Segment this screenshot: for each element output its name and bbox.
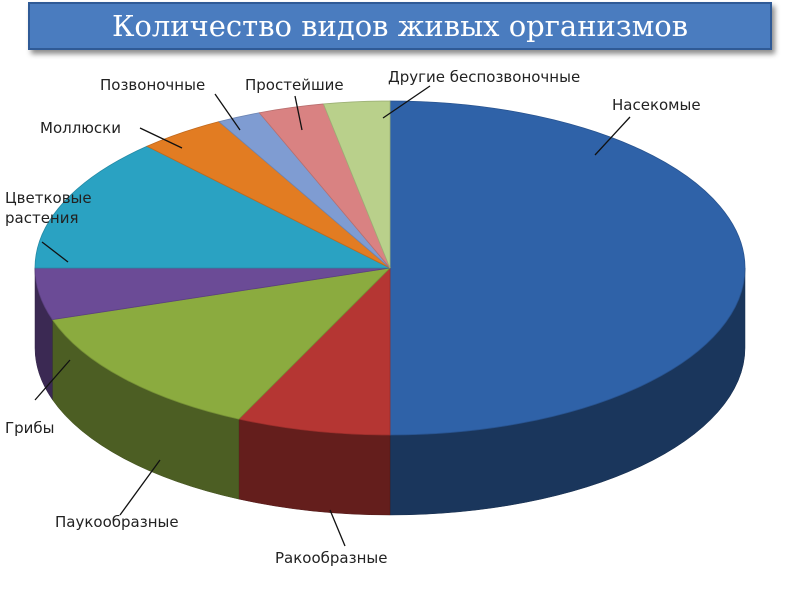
slice-label: Насекомые bbox=[612, 96, 701, 114]
slice-label: Моллюски bbox=[40, 119, 121, 137]
chart-title: Количество видов живых организмов bbox=[28, 2, 772, 50]
leader-line bbox=[329, 509, 346, 547]
slice-label: Другие беспозвоночные bbox=[388, 68, 581, 86]
leader-line bbox=[139, 127, 183, 149]
slice-label: Простейшие bbox=[245, 76, 344, 94]
slice-label: Ракообразные bbox=[275, 549, 388, 567]
slice-label: Цветковые растения bbox=[5, 189, 92, 227]
slice-label: Позвоночные bbox=[100, 76, 206, 94]
leader-line bbox=[41, 241, 69, 263]
leader-line bbox=[294, 95, 303, 131]
leader-line bbox=[594, 116, 631, 156]
leader-line bbox=[214, 93, 241, 131]
slice bbox=[322, 100, 391, 269]
slice-label: Грибы bbox=[5, 419, 55, 437]
leader-line bbox=[119, 459, 161, 516]
leader-line bbox=[34, 359, 71, 401]
slice bbox=[389, 100, 746, 436]
slice bbox=[238, 267, 391, 436]
slice-label: Паукообразные bbox=[55, 513, 179, 531]
slice bbox=[34, 145, 391, 269]
leader-line bbox=[382, 85, 431, 119]
sides bbox=[34, 267, 746, 516]
slice bbox=[51, 267, 392, 420]
tops bbox=[34, 100, 746, 436]
